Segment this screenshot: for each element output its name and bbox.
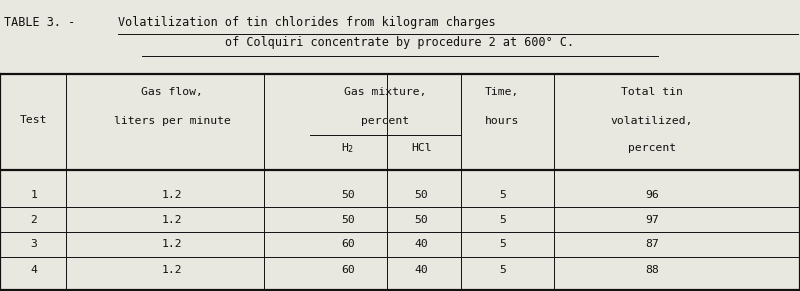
Text: 88: 88 xyxy=(645,265,659,275)
Text: 50: 50 xyxy=(414,190,429,200)
Text: 1: 1 xyxy=(30,190,37,200)
Text: 5: 5 xyxy=(499,265,506,275)
Text: 1.2: 1.2 xyxy=(162,215,182,225)
Text: 1.2: 1.2 xyxy=(162,190,182,200)
Text: 1.2: 1.2 xyxy=(162,265,182,275)
Text: of Colquiri concentrate by procedure 2 at 600° C.: of Colquiri concentrate by procedure 2 a… xyxy=(226,36,574,49)
Text: Gas flow,: Gas flow, xyxy=(141,87,203,97)
Text: 87: 87 xyxy=(645,239,659,249)
Text: 5: 5 xyxy=(499,239,506,249)
Text: hours: hours xyxy=(486,116,519,126)
Text: volatilized,: volatilized, xyxy=(610,116,694,126)
Text: percent: percent xyxy=(361,116,409,126)
Text: 2: 2 xyxy=(30,215,37,225)
Text: H$_2$: H$_2$ xyxy=(342,141,354,155)
Text: 50: 50 xyxy=(341,215,355,225)
Text: 5: 5 xyxy=(499,215,506,225)
Text: 96: 96 xyxy=(645,190,659,200)
Text: Time,: Time, xyxy=(486,87,519,97)
Text: 50: 50 xyxy=(341,190,355,200)
Text: 60: 60 xyxy=(341,265,355,275)
Text: 3: 3 xyxy=(30,239,37,249)
Text: Volatilization of tin chlorides from kilogram charges: Volatilization of tin chlorides from kil… xyxy=(118,16,496,29)
Text: Gas mixture,: Gas mixture, xyxy=(343,87,426,97)
Text: 50: 50 xyxy=(414,215,429,225)
Text: 4: 4 xyxy=(30,265,37,275)
Text: 5: 5 xyxy=(499,190,506,200)
Text: percent: percent xyxy=(628,143,676,153)
Text: Total tin: Total tin xyxy=(621,87,683,97)
Text: 40: 40 xyxy=(414,239,429,249)
Text: liters per minute: liters per minute xyxy=(114,116,230,126)
Text: HCl: HCl xyxy=(411,143,432,153)
Text: Test: Test xyxy=(20,115,47,125)
Text: 97: 97 xyxy=(645,215,659,225)
Text: 60: 60 xyxy=(341,239,355,249)
Text: 1.2: 1.2 xyxy=(162,239,182,249)
Text: 40: 40 xyxy=(414,265,429,275)
Text: TABLE 3. -: TABLE 3. - xyxy=(4,16,82,29)
